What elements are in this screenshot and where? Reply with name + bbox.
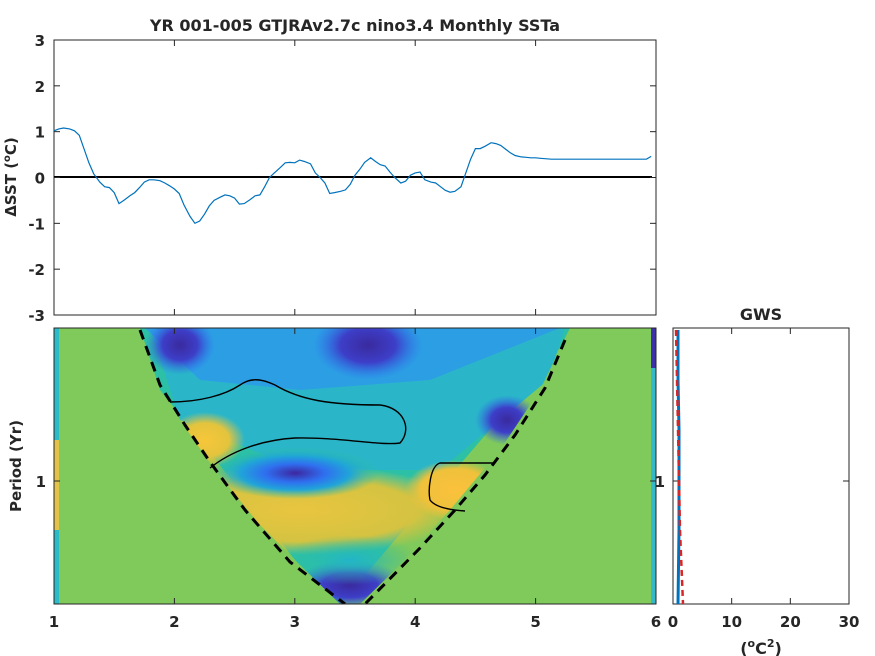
wavelet-xtick-label: 2 (169, 613, 179, 631)
wavelet-ylabel: Period (Yr) (7, 420, 25, 512)
timeseries-ytick-label: 2 (35, 78, 45, 96)
timeseries-ytick-label: 0 (35, 170, 45, 188)
gws-xtick-label: 0 (668, 613, 678, 631)
timeseries-ytick-label: -3 (28, 307, 45, 325)
significance-contour (169, 379, 407, 469)
wavelet-xtick-label: 6 (651, 613, 661, 631)
gws-xtick-label: 30 (839, 613, 860, 631)
gws-title: GWS (740, 305, 782, 324)
gws-xtick-label: 20 (780, 613, 801, 631)
timeseries-ylabel: ΔSST (oC) (2, 137, 20, 217)
wavelet-xtick-label: 3 (290, 613, 300, 631)
wavelet-xtick-label: 4 (410, 613, 420, 631)
cone-of-influence (363, 339, 567, 604)
wavelet-panel: 1 2 3 4 5 6 1 Period (Yr) (7, 327, 661, 631)
timeseries-ytick-label: -2 (28, 261, 45, 279)
timeseries-panel: -3 -2 -1 0 1 2 3 YR 001-005 GTJRAv2.7c nino3.4… (2, 16, 657, 325)
wavelet-xtick-label: 5 (530, 613, 540, 631)
timeseries-ytick-label: 1 (35, 124, 45, 142)
significance-contour (428, 462, 495, 512)
wavelet-axes-box (53, 327, 657, 605)
wavelet-xtick-label: 1 (49, 613, 59, 631)
gws-xlabel: (oC2) (740, 637, 782, 656)
gws-panel: 1 0 10 20 30 GWS (oC2) (655, 305, 860, 656)
timeseries-ytick-label: 3 (35, 32, 45, 50)
gws-series-line (676, 330, 681, 605)
timeseries-ytick-label: -1 (28, 215, 45, 233)
wavelet-power-map (54, 328, 656, 604)
chart-title: YR 001-005 GTJRAv2.7c nino3.4 Monthly SS… (149, 16, 560, 35)
sst-series-line (54, 127, 652, 225)
gws-xtick-label: 10 (721, 613, 742, 631)
wavelet-ytick-label: 1 (36, 473, 46, 491)
gws-ytick-label: 1 (655, 473, 665, 491)
gws-significance-line (674, 329, 685, 605)
gws-axes-box (672, 327, 850, 605)
cone-of-influence (138, 329, 346, 604)
